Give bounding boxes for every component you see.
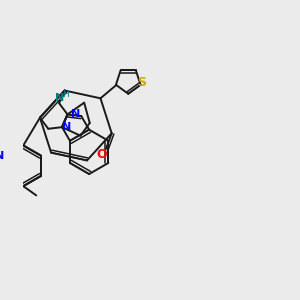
Text: N: N [0, 151, 5, 160]
Text: H: H [62, 89, 69, 98]
Text: N: N [55, 93, 64, 103]
Text: N: N [71, 109, 80, 119]
Text: O: O [96, 148, 107, 161]
Text: S: S [137, 76, 146, 89]
Text: N: N [62, 122, 71, 132]
